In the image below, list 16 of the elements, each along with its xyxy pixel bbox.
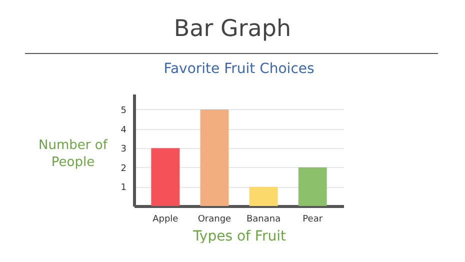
bar (249, 186, 278, 206)
y-tick-label: 1 (120, 183, 126, 194)
x-tick-label: Banana (246, 214, 281, 224)
y-axis-title: Number of People (38, 137, 109, 171)
y-tick-label: 3 (120, 144, 126, 155)
y-tick-label: 5 (120, 106, 126, 116)
bar (151, 148, 180, 206)
y-tick-label: 2 (120, 164, 126, 174)
x-tick-label: Orange (198, 214, 232, 224)
x-tick-label: Apple (152, 214, 179, 224)
chart-title: Bar Graph (172, 16, 292, 42)
x-tick-label: Pear (302, 214, 323, 224)
y-tick-label: 4 (120, 125, 127, 136)
chart-subtitle: Favorite Fruit Choices (164, 61, 314, 77)
bar (200, 109, 229, 206)
bar (298, 167, 327, 206)
